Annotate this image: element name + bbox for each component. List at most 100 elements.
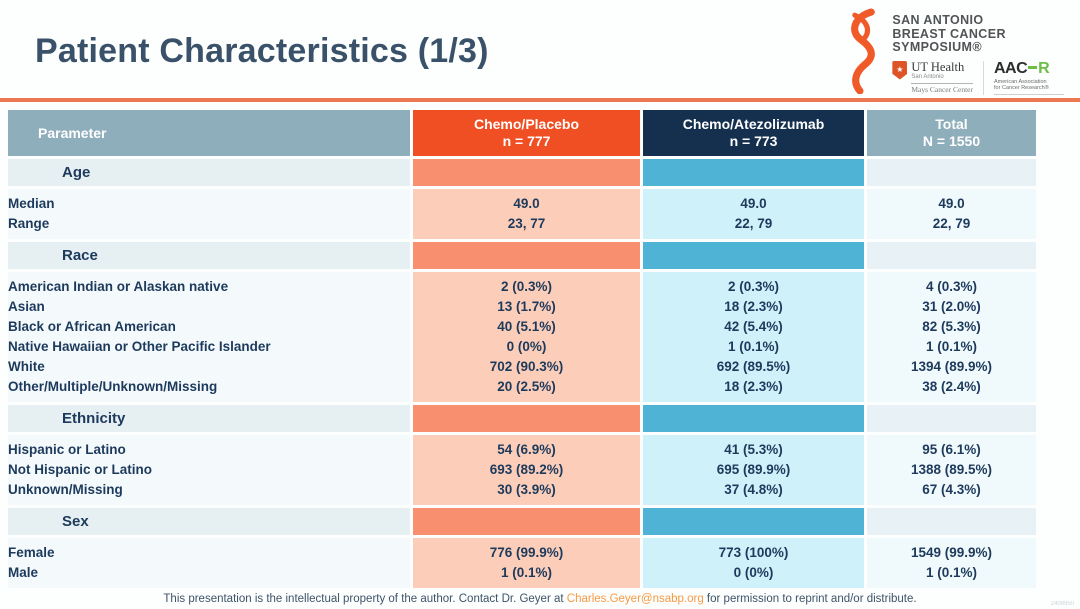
col-header-parameter: Parameter [8, 110, 410, 156]
row-value: 13 (1.7%) [497, 299, 556, 314]
row-label: Hispanic or Latino [8, 442, 126, 457]
row-label: Male [8, 565, 39, 580]
sex-chemo-placebo-values: 776 (99.9%) 1 (0.1%) [413, 538, 640, 588]
ut-health-logo: ★ UT Health San Antonio Mays Cancer Cent… [892, 59, 973, 94]
ethnicity-atezolizumab-values: 41 (5.3%) 695 (89.9%) 37 (4.8%) [643, 435, 864, 505]
row-value: 1394 (89.9%) [910, 359, 993, 374]
slide-id-watermark: 2409950 [1050, 601, 1074, 607]
row-value: 49.0 [740, 196, 767, 211]
col-header-chemo-atezolizumab: Chemo/Atezolizumab n = 773 [643, 110, 864, 156]
col-header-total: Total N = 1550 [867, 110, 1036, 156]
row-value: 30 (3.9%) [497, 482, 556, 497]
age-atezolizumab-values: 49.0 22, 79 [643, 189, 864, 239]
partner-logos: ★ UT Health San Antonio Mays Cancer Cent… [892, 59, 1064, 95]
row-label: Asian [8, 299, 45, 314]
aacr-green-bar [1028, 65, 1038, 69]
row-value: 20 (2.5%) [497, 379, 556, 394]
row-value: 95 (6.1%) [922, 442, 981, 457]
age-total-values: 49.0 22, 79 [867, 189, 1036, 239]
aacr-wordmark: AAC R [994, 59, 1050, 77]
contact-email-link[interactable]: Charles.Geyer@nsabp.org [566, 593, 704, 605]
sabcs-line1: SAN ANTONIO [892, 13, 984, 27]
section-band [413, 405, 640, 432]
row-label: Other/Multiple/Unknown/Missing [8, 379, 218, 394]
section-band [413, 242, 640, 269]
row-value: 0 (0%) [506, 339, 547, 354]
footer-disclaimer: This presentation is the intellectual pr… [0, 593, 1080, 605]
section-header-race: Race [8, 242, 410, 269]
section-band [643, 508, 864, 535]
age-labels: Median Range [8, 189, 410, 239]
col-header-chemo-placebo: Chemo/Placebo n = 777 [413, 110, 640, 156]
row-value: 49.0 [938, 196, 965, 211]
section-band [643, 159, 864, 186]
col-header-n: n = 777 [502, 133, 551, 149]
row-value: 2 (0.3%) [727, 279, 780, 294]
row-value: 695 (89.9%) [716, 462, 791, 477]
aacr-subtext: American Association for Cancer Research® [994, 79, 1064, 95]
section-band [867, 508, 1036, 535]
patient-characteristics-table: Parameter Chemo/Placebo n = 777 Chemo/At… [8, 110, 1036, 588]
ethnicity-labels: Hispanic or Latino Not Hispanic or Latin… [8, 435, 410, 505]
row-label: Not Hispanic or Latino [8, 462, 153, 477]
row-value: 1549 (99.9%) [910, 545, 993, 560]
row-label: Unknown/Missing [8, 482, 123, 497]
sex-labels: Female Male [8, 538, 410, 588]
row-label: Median [8, 196, 55, 211]
row-value: 773 (100%) [718, 545, 789, 560]
ribbon-icon [851, 8, 876, 94]
section-band [413, 508, 640, 535]
race-total-values: 4 (0.3%) 31 (2.0%) 82 (5.3%) 1 (0.1%) 13… [867, 272, 1036, 402]
col-header-line: Chemo/Atezolizumab [682, 116, 825, 132]
row-label: Female [8, 545, 55, 560]
row-value: 54 (6.9%) [497, 442, 556, 457]
orange-divider [0, 98, 1080, 102]
col-header-line: Total [935, 116, 968, 132]
row-value: 49.0 [513, 196, 540, 211]
col-header-n: n = 773 [729, 133, 778, 149]
ethnicity-total-values: 95 (6.1%) 1388 (89.5%) 67 (4.3%) [867, 435, 1036, 505]
section-header-sex: Sex [8, 508, 410, 535]
race-labels: American Indian or Alaskan native Asian … [8, 272, 410, 402]
ut-health-name: UT Health [911, 59, 965, 74]
row-value: 1 (0.1%) [925, 339, 978, 354]
sabcs-logo: SAN ANTONIO BREAST CANCER SYMPOSIUM® ★ U… [844, 8, 1064, 95]
row-value: 40 (5.1%) [497, 319, 556, 334]
row-value: 1 (0.1%) [727, 339, 780, 354]
row-value: 18 (2.3%) [724, 299, 783, 314]
footer-text-post: for permission to reprint and/or distrib… [703, 593, 917, 605]
row-label: White [8, 359, 45, 374]
section-band [643, 405, 864, 432]
row-value: 22, 79 [932, 216, 971, 231]
section-band [643, 242, 864, 269]
row-value: 692 (89.5%) [716, 359, 791, 374]
row-value: 31 (2.0%) [922, 299, 981, 314]
row-label: American Indian or Alaskan native [8, 279, 229, 294]
row-value: 22, 79 [734, 216, 773, 231]
row-value: 702 (90.3%) [489, 359, 564, 374]
race-atezolizumab-values: 2 (0.3%) 18 (2.3%) 42 (5.4%) 1 (0.1%) 69… [643, 272, 864, 402]
row-value: 1388 (89.5%) [910, 462, 993, 477]
section-band [413, 159, 640, 186]
row-value: 38 (2.4%) [922, 379, 981, 394]
sex-total-values: 1549 (99.9%) 1 (0.1%) [867, 538, 1036, 588]
col-header-n: N = 1550 [922, 133, 981, 149]
row-label: Range [8, 216, 50, 231]
ut-health-city: San Antonio [911, 74, 944, 80]
sabcs-wordmark: SAN ANTONIO BREAST CANCER SYMPOSIUM® [892, 8, 1064, 55]
shield-icon: ★ [892, 60, 908, 80]
row-value: 0 (0%) [733, 565, 774, 580]
section-band [867, 242, 1036, 269]
section-header-ethnicity: Ethnicity [8, 405, 410, 432]
row-label: Black or African American [8, 319, 176, 334]
row-value: 37 (4.8%) [724, 482, 783, 497]
row-value: 776 (99.9%) [489, 545, 564, 560]
row-value: 67 (4.3%) [922, 482, 981, 497]
row-value: 23, 77 [507, 216, 546, 231]
page-title: Patient Characteristics (1/3) [35, 32, 489, 70]
row-value: 4 (0.3%) [925, 279, 978, 294]
col-header-line: Chemo/Placebo [473, 116, 580, 132]
row-value: 42 (5.4%) [724, 319, 783, 334]
section-header-age: Age [8, 159, 410, 186]
